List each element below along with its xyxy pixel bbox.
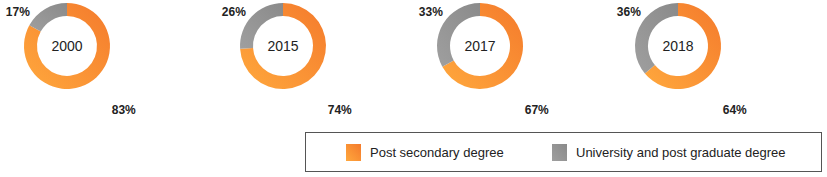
legend-label: Post secondary degree: [370, 145, 504, 160]
data-label: 36%: [617, 5, 641, 19]
donut-chart: 2018 64% 36%: [617, 3, 747, 117]
donut-slice: [437, 3, 480, 67]
donut-chart: 2017 67% 33%: [419, 3, 549, 117]
donut-chart: 2000 83% 17%: [6, 3, 136, 117]
donut-chart: 2015 74% 26%: [222, 3, 352, 117]
data-label: 33%: [419, 5, 443, 19]
data-label: 64%: [723, 103, 747, 117]
slices: [240, 3, 326, 89]
legend-label: University and post graduate degree: [576, 145, 786, 160]
data-label: 83%: [112, 103, 136, 117]
legend: Post secondary degree University and post…: [306, 133, 822, 172]
slices: [437, 3, 523, 89]
legend-box: [306, 133, 822, 172]
donut-slice: [240, 3, 326, 89]
chart-title: 2015: [267, 38, 298, 54]
donut-slice: [29, 3, 67, 32]
slices: [635, 3, 721, 89]
chart-title: 2000: [51, 38, 82, 54]
chart-canvas: 2000 83% 17% 2015 74% 26% 2017 67% 33% 2018 64% 36%…: [0, 0, 827, 177]
data-label: 17%: [6, 5, 30, 19]
legend-swatch: [346, 144, 361, 161]
legend-swatch: [552, 144, 567, 161]
data-label: 26%: [222, 5, 246, 19]
data-label: 67%: [525, 103, 549, 117]
data-label: 74%: [328, 103, 352, 117]
chart-title: 2017: [464, 38, 495, 54]
slices: [24, 3, 110, 89]
chart-title: 2018: [662, 38, 693, 54]
donut-slice: [24, 3, 110, 89]
